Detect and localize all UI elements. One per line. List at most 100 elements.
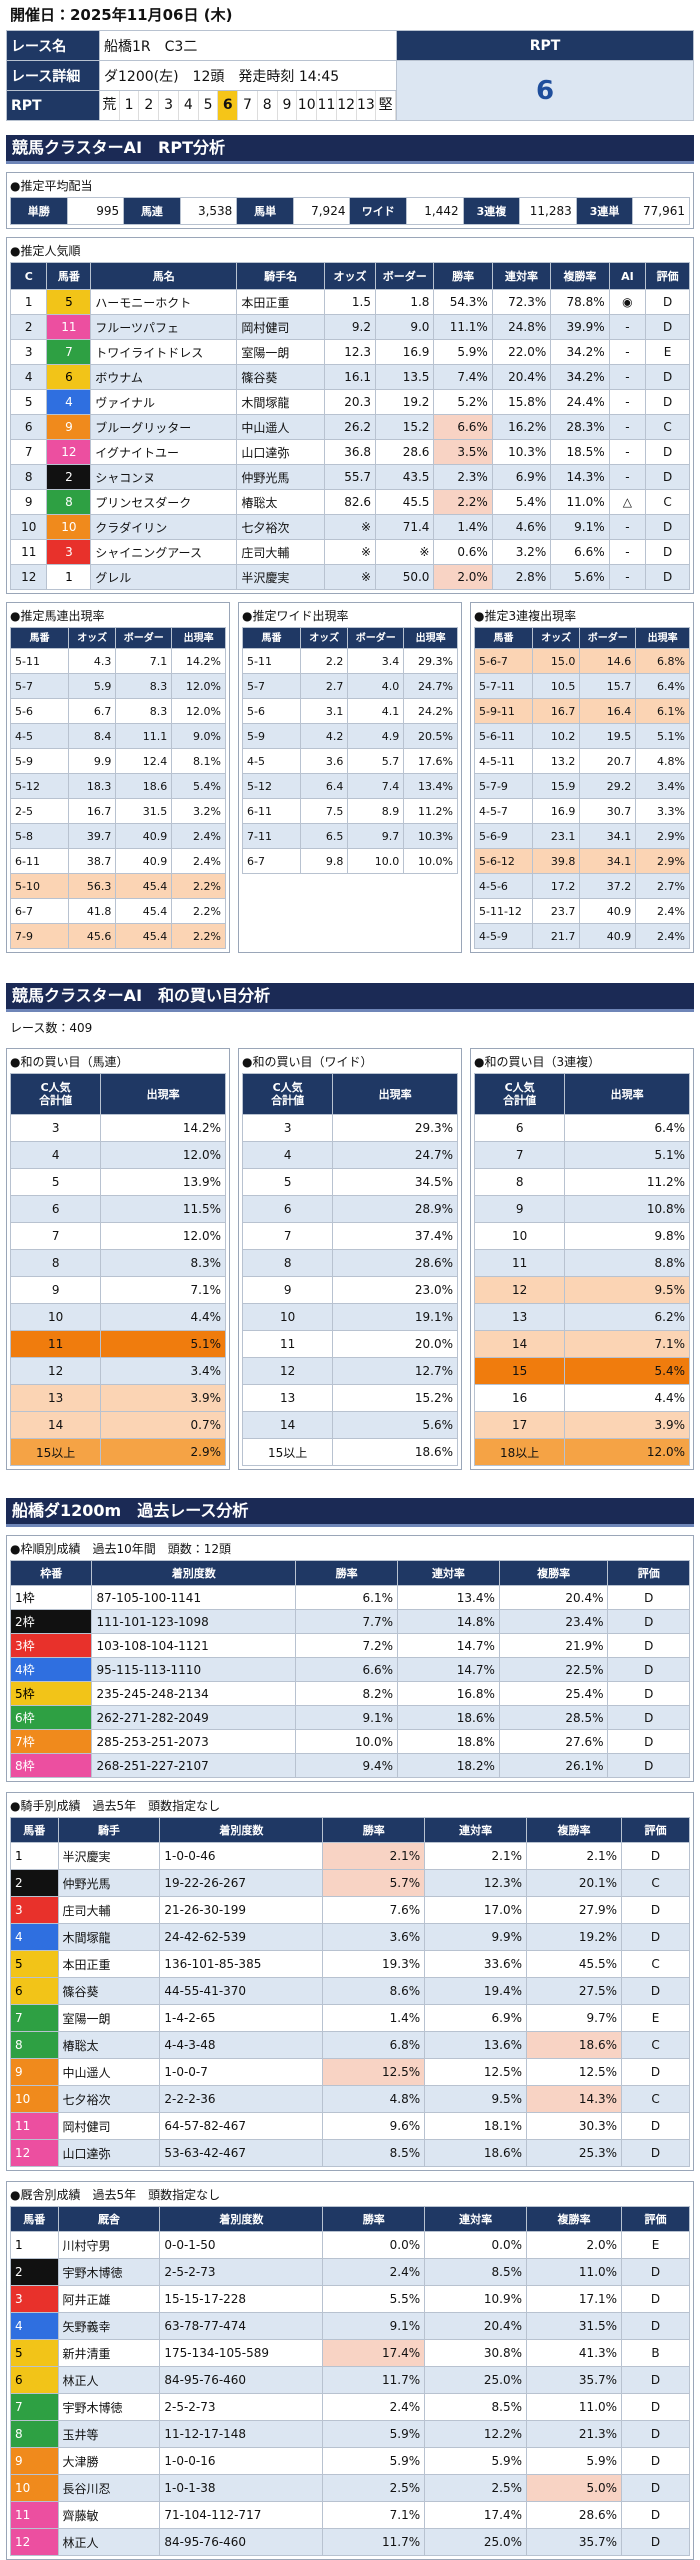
cell: 5 — [10, 2339, 59, 2367]
column-header: 騎手名 — [236, 262, 325, 290]
cell: - — [608, 514, 647, 540]
cell: B — [621, 2339, 690, 2367]
cell: 12.0% — [171, 698, 226, 724]
cell: 28.6% — [332, 1249, 458, 1277]
cell: 6 — [9, 1195, 102, 1223]
cell: 13.2 — [532, 748, 581, 774]
cell: 28.5% — [498, 1705, 609, 1730]
cell: 29.3% — [332, 1114, 458, 1142]
cell: 14.2% — [100, 1114, 226, 1142]
header-row: 馬番 厩舎 着別度数 勝率 連対率 複勝率 評価 — [10, 2206, 690, 2232]
column-header: 着別度数 — [159, 2206, 324, 2232]
table-row: 7-11 6.5 9.7 10.3% — [241, 823, 458, 849]
cell: D — [621, 2474, 690, 2502]
cell: 0.0% — [322, 2231, 426, 2259]
cell: 23.4% — [498, 1609, 609, 1634]
table-row: 8 2 シャコンヌ 仲野光馬 55.7 43.5 2.3% 6.9% 14.3% - D — [9, 464, 690, 490]
data-table: C人気 合計値 出現率 6 6.4% 7 5.1% 8 11.2% 9 10.8% 10 9.8% 11… — [473, 1073, 690, 1466]
cell: 17.4% — [424, 2501, 527, 2529]
table-host: 枠番 着別度数 勝率 連対率 複勝率 評価 1枠 87-105-100-1141 6.1% 13.… — [9, 1560, 690, 1778]
cell: 3.3% — [635, 798, 690, 824]
cell: 4-5 — [9, 723, 70, 749]
cell: 12.5% — [525, 2058, 623, 2086]
cell: 20.4% — [491, 364, 552, 390]
cell: 11.7% — [322, 2528, 426, 2556]
cell: 7-9 — [9, 923, 70, 949]
cell: 84-95-76-460 — [159, 2366, 324, 2394]
cell: ブルーグリッター — [90, 414, 238, 440]
cell: 2.7% — [635, 873, 690, 899]
cell: 2.3% — [433, 464, 493, 490]
table-row: 7 12 イグナイトユー 山口達弥 36.8 28.6 3.5% 10.3% 18.5% - D — [9, 439, 690, 465]
table-head: C人気 合計値 出現率 — [473, 1073, 690, 1115]
cell: 林正人 — [57, 2528, 161, 2556]
cell: 11.0% — [525, 2393, 623, 2421]
cell: 21.9% — [498, 1633, 609, 1658]
cell: 4-5 — [241, 748, 302, 774]
table-row: 7 12.0% — [9, 1222, 226, 1250]
cell: 7.7% — [295, 1609, 399, 1634]
column-header: 勝率 — [295, 1560, 399, 1586]
cell: 宇野木博徳 — [57, 2258, 161, 2286]
cell: 3.4% — [635, 773, 690, 799]
cell: 仲野光馬 — [236, 464, 325, 490]
cell: 235-245-248-2134 — [91, 1681, 297, 1706]
cell: 285-253-251-2073 — [91, 1729, 297, 1754]
cell: 45.5% — [525, 1950, 623, 1978]
cell: 9 — [9, 1276, 102, 1304]
cell: 13.5 — [375, 364, 435, 390]
cell: 12 — [10, 2139, 59, 2167]
cell: 20.3 — [323, 389, 377, 415]
cell: 庄司大輔 — [57, 1896, 161, 1924]
column-header: 複勝率 — [550, 262, 610, 290]
payout-row: 単勝 995 馬連 3,538 馬単 7,924 ワイド 1,442 3連複 11,283 3連単 7… — [10, 197, 690, 225]
table-row: 7 宇野木博徳 2-5-2-73 2.4% 8.5% 11.0% D — [10, 2393, 690, 2421]
table-row: 5-7-9 15.9 29.2 3.4% — [473, 773, 690, 799]
cell: 7 — [46, 339, 92, 365]
data-table: C人気 合計値 出現率 3 29.3% 4 24.7% 5 34.5% 6 28.9% 7 37.4%… — [241, 1073, 458, 1466]
table-row: 6-11 7.5 8.9 11.2% — [241, 798, 458, 824]
table-row: 6 6.4% — [473, 1114, 690, 1142]
cell: 3枠 — [9, 1633, 93, 1658]
cell: シャイニングアース — [90, 539, 238, 565]
cell: 18.6% — [397, 1705, 500, 1730]
cell: 10.2 — [532, 723, 581, 749]
cell: 34.2% — [550, 339, 610, 365]
cell: 55.7 — [323, 464, 377, 490]
cell: 6.4 — [300, 773, 349, 799]
cell: 13 — [473, 1303, 566, 1331]
cell: 川村守男 — [57, 2231, 161, 2259]
cell: - — [608, 564, 647, 590]
cell: D — [607, 1729, 690, 1754]
cell: 12 — [241, 1357, 334, 1385]
column-header: 着別度数 — [91, 1560, 297, 1586]
table-row: 10 七夕裕次 2-2-2-36 4.8% 9.5% 14.3% C — [10, 2085, 690, 2113]
table-row: 5 4 ヴァイナル 木間塚龍 20.3 19.2 5.2% 15.8% 24.4% - D — [9, 389, 690, 415]
cell: 2.9% — [635, 848, 690, 874]
table-row: 5-8 39.7 40.9 2.4% — [9, 823, 226, 849]
cell: 12 — [9, 564, 48, 590]
panel-title: ●推定3連複出現率 — [474, 609, 577, 623]
cell: 40.9 — [579, 898, 637, 924]
cell: 室陽一朗 — [236, 339, 325, 365]
table-row: 18以上 12.0% — [473, 1438, 690, 1466]
cell: 27.9% — [525, 1896, 623, 1924]
cell: 10 — [473, 1222, 566, 1250]
cell: - — [608, 464, 647, 490]
cell: 22.0% — [491, 339, 552, 365]
cell: 16 — [473, 1384, 566, 1412]
table-head: 馬番 厩舎 着別度数 勝率 連対率 複勝率 評価 — [10, 2206, 690, 2232]
cell: 40.9 — [115, 823, 173, 849]
cell: 4.4% — [100, 1303, 226, 1331]
cell: 15-15-17-228 — [159, 2285, 324, 2313]
payout-value: 1,442 — [406, 197, 464, 225]
cell: 17.6% — [403, 748, 458, 774]
cell: 19.2% — [525, 1923, 623, 1951]
cell: 12.3 — [323, 339, 377, 365]
cell: 17.2 — [532, 873, 581, 899]
table-row: 12 山口達弥 53-63-42-467 8.5% 18.6% 25.3% D — [10, 2139, 690, 2167]
header-row: 馬番 オッズ ボーダー 出現率 — [241, 627, 458, 649]
table-row: 5-9 4.2 4.9 20.5% — [241, 723, 458, 749]
column-header: オッズ — [532, 627, 581, 649]
